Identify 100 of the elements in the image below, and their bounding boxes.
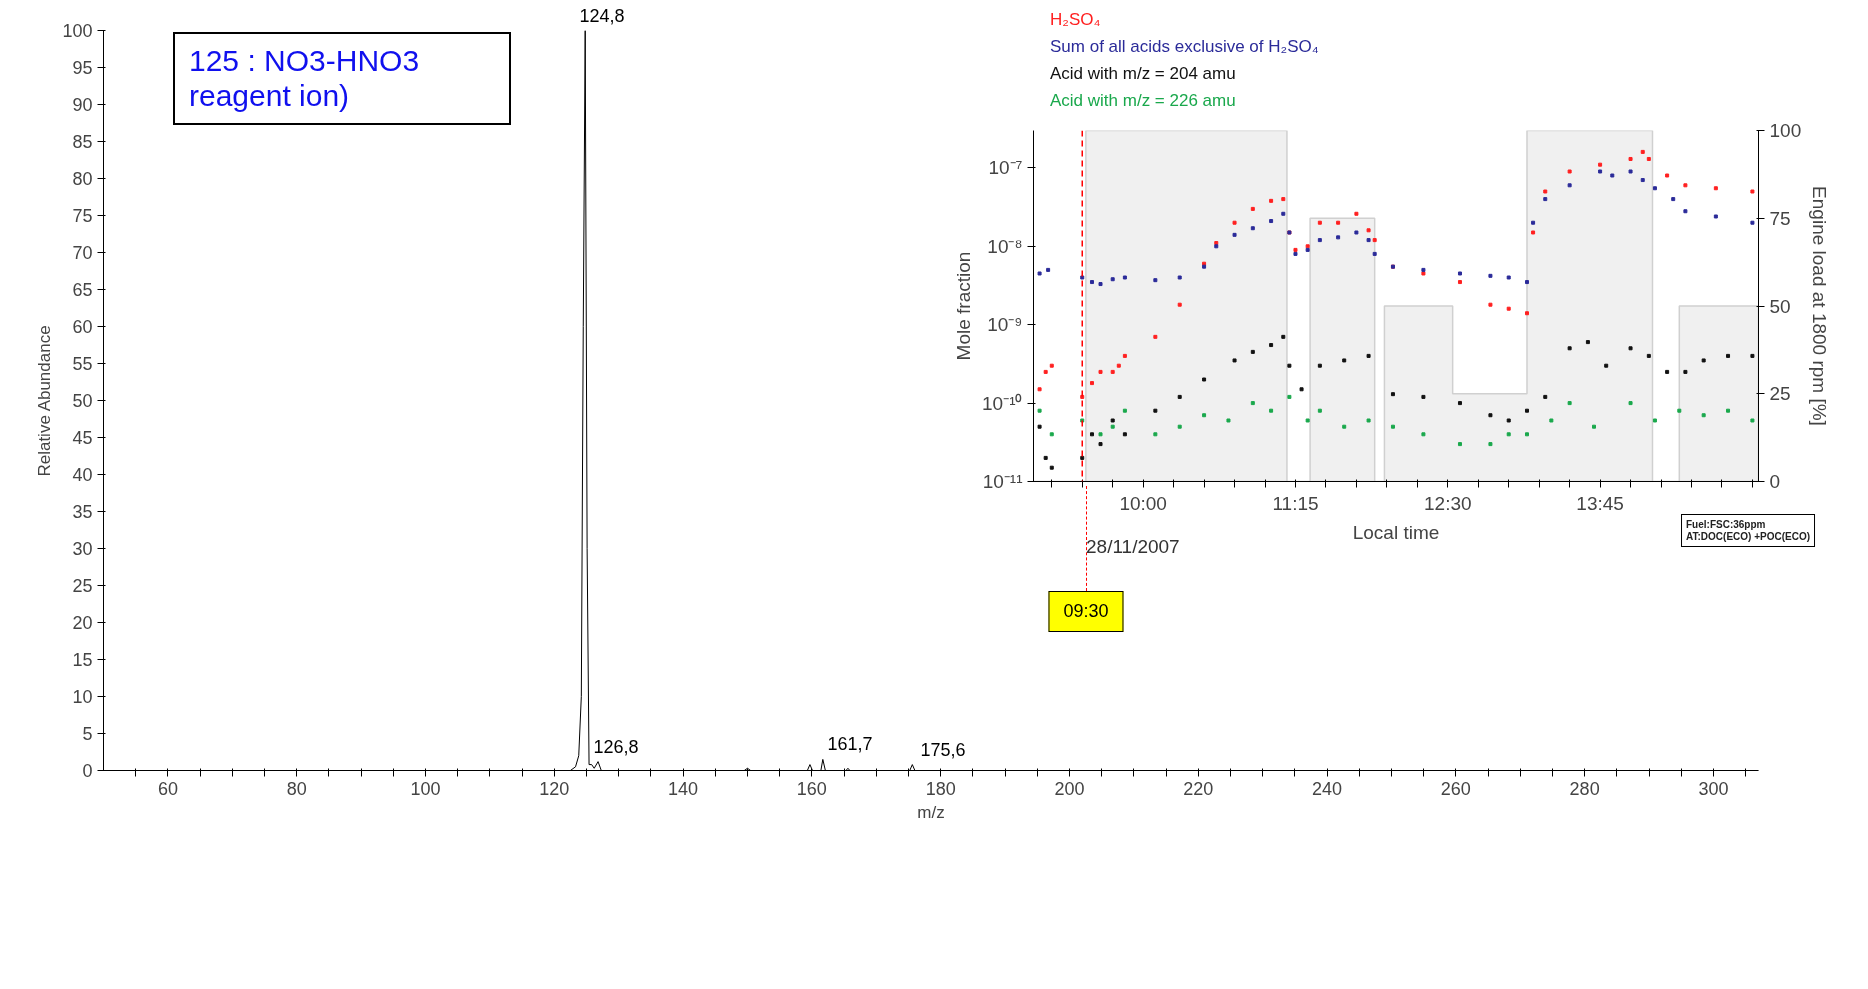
point — [1250, 349, 1255, 354]
point — [1287, 394, 1292, 399]
point — [1750, 353, 1755, 358]
point — [1683, 183, 1688, 188]
point — [1726, 408, 1731, 413]
ref-line-label: 09:30 — [1063, 601, 1109, 622]
point — [1592, 424, 1596, 429]
point — [1043, 455, 1048, 460]
x-tick-label: 60 — [157, 778, 178, 799]
point — [1750, 189, 1755, 194]
point — [1628, 401, 1633, 406]
point — [1366, 238, 1371, 243]
point — [1177, 424, 1182, 429]
text: Sum of all acids exclusive of H₂SO₄ — [1050, 37, 1319, 57]
point — [1543, 197, 1548, 202]
point — [1043, 369, 1048, 374]
point — [1524, 408, 1529, 413]
annotation: 28/11/2007 — [1086, 536, 1180, 558]
point — [1336, 220, 1341, 225]
point — [1317, 220, 1322, 225]
y-tick-label: 10⁻¹¹ — [982, 471, 1023, 492]
annotation: 175,6 — [920, 740, 966, 761]
point — [1598, 169, 1603, 174]
x-tick-label: 100 — [410, 778, 441, 799]
point — [1269, 343, 1274, 348]
point — [1665, 369, 1670, 374]
point — [1549, 418, 1554, 423]
x-tick-label: 160 — [796, 778, 827, 799]
point — [1750, 220, 1755, 225]
y-tick-label: 10⁻⁸ — [987, 235, 1023, 257]
point — [1457, 401, 1462, 406]
point — [1281, 211, 1286, 216]
point — [1153, 432, 1158, 437]
y-axis-title: Mole fraction — [953, 251, 975, 361]
point — [1098, 432, 1103, 437]
point — [1421, 394, 1426, 399]
point — [1531, 230, 1536, 235]
y-tick-label: 15 — [72, 650, 93, 670]
point — [1488, 413, 1493, 418]
y-tick-label: 45 — [72, 428, 93, 448]
annotation: 124,8 — [579, 6, 625, 27]
point — [1037, 387, 1042, 392]
point — [1250, 226, 1255, 231]
y-tick-label: 55 — [72, 354, 93, 374]
point — [1567, 401, 1572, 406]
x-axis-title: Local time — [1352, 521, 1440, 543]
y-tick-label: 50 — [72, 391, 93, 411]
x-tick-label: 220 — [1183, 778, 1214, 799]
point — [1177, 275, 1182, 280]
point — [1610, 173, 1615, 178]
point — [1153, 408, 1158, 413]
y-tick-label: 40 — [72, 465, 93, 485]
y-tick-label: 0 — [82, 761, 93, 781]
point — [1293, 251, 1298, 256]
point — [1098, 442, 1103, 447]
point — [1250, 401, 1255, 406]
point — [1153, 334, 1158, 339]
point — [1177, 302, 1182, 307]
point — [1366, 353, 1371, 358]
point — [1652, 186, 1657, 191]
point — [1269, 219, 1274, 224]
annotation: 125 : NO3-HNO3 reagent ion) — [189, 44, 420, 113]
point — [1640, 149, 1645, 154]
y2-tick-label: 75 — [1769, 207, 1791, 229]
point — [1232, 220, 1237, 225]
point — [1110, 418, 1115, 423]
point — [1543, 394, 1548, 399]
point — [1713, 186, 1718, 191]
point — [1122, 275, 1127, 280]
y-tick-label: 60 — [72, 317, 93, 337]
point — [1317, 408, 1322, 413]
point — [1677, 408, 1682, 413]
point — [1457, 280, 1462, 285]
y2-tick-label: 50 — [1769, 295, 1791, 317]
y-tick-label: 90 — [72, 95, 93, 115]
point — [1726, 353, 1731, 358]
point — [1098, 369, 1103, 374]
y-tick-label: 85 — [72, 132, 93, 152]
point — [1457, 442, 1462, 447]
point — [1372, 251, 1377, 256]
point — [1390, 392, 1395, 397]
x-tick-label: 13:45 — [1576, 492, 1624, 514]
text: Acid with m/z = 204 amu — [1050, 64, 1236, 84]
point — [1604, 363, 1609, 368]
point — [1567, 346, 1572, 351]
point — [1202, 413, 1207, 418]
point — [1488, 442, 1493, 447]
y-tick-label: 20 — [72, 613, 93, 633]
point — [1646, 353, 1651, 358]
x-tick-label: 300 — [1698, 778, 1729, 799]
point — [1342, 424, 1347, 429]
point — [1567, 169, 1572, 174]
y-tick-label: 65 — [72, 280, 93, 300]
point — [1665, 173, 1670, 178]
point — [1281, 197, 1286, 202]
point — [1122, 353, 1127, 358]
y-tick-label: 75 — [72, 206, 93, 226]
point — [1299, 387, 1304, 392]
point — [1269, 408, 1274, 413]
point — [1153, 278, 1158, 283]
